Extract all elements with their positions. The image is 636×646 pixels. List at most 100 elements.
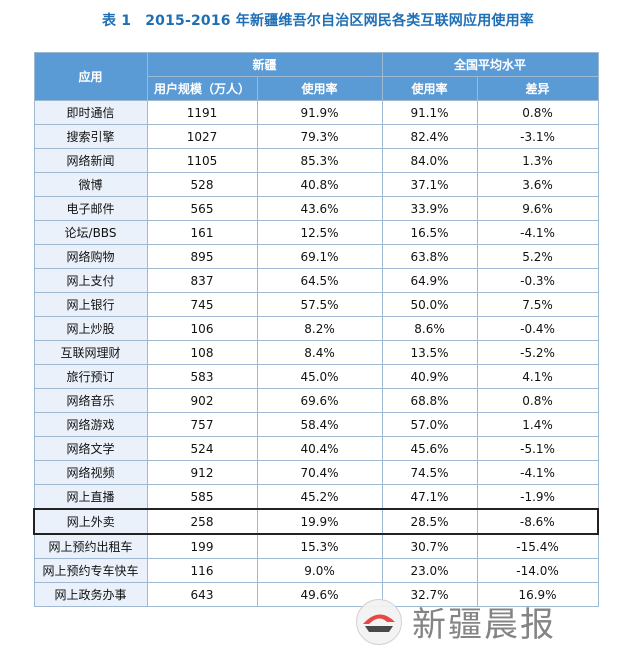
cell-rate: 45.0% — [256, 364, 383, 389]
cell-name: 网上预约出租车 — [33, 533, 148, 559]
cell-national: 30.7% — [381, 533, 478, 559]
cell-users: 106 — [146, 316, 258, 341]
table-row: 网上直播 585 45.2% 47.1% -1.9% — [33, 484, 599, 510]
cell-name: 网络音乐 — [33, 388, 148, 413]
cell-rate: 19.9% — [256, 508, 383, 535]
cell-national: 23.0% — [381, 558, 478, 583]
cell-name: 网上炒股 — [33, 316, 148, 341]
table-body: 即时通信 1191 91.9% 91.1% 0.8% 搜索引擎 1027 79.3% 82.4%… — [33, 100, 600, 607]
cell-users: 524 — [146, 436, 258, 461]
table-row: 网上政务办事 643 49.6% 32.7% 16.9% — [33, 582, 599, 607]
cell-users: 116 — [146, 558, 258, 583]
cell-diff: 0.8% — [476, 100, 599, 125]
cell-national: 68.8% — [381, 388, 478, 413]
cell-diff: -4.1% — [476, 460, 599, 485]
cell-users: 161 — [146, 220, 258, 245]
table-row: 网上外卖 258 19.9% 28.5% -8.6% — [33, 508, 600, 535]
cell-name: 微博 — [33, 172, 148, 197]
cell-users: 895 — [146, 244, 258, 269]
table-row: 即时通信 1191 91.9% 91.1% 0.8% — [33, 100, 599, 125]
cell-name: 搜索引擎 — [33, 124, 148, 149]
cell-rate: 85.3% — [256, 148, 383, 173]
cell-national: 82.4% — [381, 124, 478, 149]
usage-rate-table: 应用 新疆 全国平均水平 用户规模（万人） 使用率 使用率 差异 即时通信 119… — [33, 52, 600, 607]
cell-national: 8.6% — [381, 316, 478, 341]
cell-national: 13.5% — [381, 340, 478, 365]
cell-name: 网上外卖 — [33, 508, 148, 535]
cell-diff: 3.6% — [476, 172, 599, 197]
cell-diff: 7.5% — [476, 292, 599, 317]
table-row: 网上预约专车快车 116 9.0% 23.0% -14.0% — [33, 558, 599, 583]
cell-users: 528 — [146, 172, 258, 197]
header-group-national: 全国平均水平 — [381, 52, 599, 77]
cell-rate: 12.5% — [256, 220, 383, 245]
cell-diff: 9.6% — [476, 196, 599, 221]
cell-name: 网上直播 — [33, 484, 148, 510]
cell-diff: 1.4% — [476, 412, 599, 437]
header-app: 应用 — [33, 52, 148, 101]
cell-users: 585 — [146, 484, 258, 510]
cell-rate: 69.6% — [256, 388, 383, 413]
cell-name: 即时通信 — [33, 100, 148, 125]
cell-national: 91.1% — [381, 100, 478, 125]
cell-users: 643 — [146, 582, 258, 607]
table-row: 网络游戏 757 58.4% 57.0% 1.4% — [33, 412, 599, 437]
header-group-xinjiang: 新疆 — [146, 52, 383, 77]
cell-national: 16.5% — [381, 220, 478, 245]
table-row: 网上支付 837 64.5% 64.9% -0.3% — [33, 268, 599, 293]
table-caption: 表 1 2015-2016 年新疆维吾尔自治区网民各类互联网应用使用率 — [0, 10, 636, 30]
cell-rate: 57.5% — [256, 292, 383, 317]
cell-name: 旅行预订 — [33, 364, 148, 389]
cell-national: 37.1% — [381, 172, 478, 197]
cell-rate: 40.4% — [256, 436, 383, 461]
cell-name: 网上支付 — [33, 268, 148, 293]
cell-diff: 0.8% — [476, 388, 599, 413]
table-row: 旅行预订 583 45.0% 40.9% 4.1% — [33, 364, 599, 389]
table-row: 网络文学 524 40.4% 45.6% -5.1% — [33, 436, 599, 461]
table-row: 网络视频 912 70.4% 74.5% -4.1% — [33, 460, 599, 485]
cell-name: 网上银行 — [33, 292, 148, 317]
cell-rate: 64.5% — [256, 268, 383, 293]
cell-users: 1027 — [146, 124, 258, 149]
cell-national: 57.0% — [381, 412, 478, 437]
table-number: 表 1 — [101, 13, 132, 29]
newspaper-logo — [356, 598, 402, 645]
cell-users: 199 — [146, 533, 258, 559]
table-row: 搜索引擎 1027 79.3% 82.4% -3.1% — [33, 124, 599, 149]
cell-users: 583 — [146, 364, 258, 389]
table-row: 网上炒股 106 8.2% 8.6% -0.4% — [33, 316, 599, 341]
cell-rate: 45.2% — [256, 484, 383, 510]
logo-emblem-icon — [363, 613, 395, 632]
cell-diff: -15.4% — [476, 533, 599, 559]
cell-name: 论坛/BBS — [33, 220, 148, 245]
cell-diff: -14.0% — [476, 558, 599, 583]
cell-diff: -3.1% — [476, 124, 599, 149]
cell-national: 64.9% — [381, 268, 478, 293]
table-row: 网络新闻 1105 85.3% 84.0% 1.3% — [33, 148, 599, 173]
cell-rate: 58.4% — [256, 412, 383, 437]
header-national-rate: 使用率 — [381, 76, 478, 101]
cell-users: 108 — [146, 340, 258, 365]
cell-users: 1191 — [146, 100, 258, 125]
cell-users: 565 — [146, 196, 258, 221]
cell-national: 47.1% — [381, 484, 478, 510]
cell-users: 258 — [146, 508, 258, 535]
table-row: 网络购物 895 69.1% 63.8% 5.2% — [33, 244, 599, 269]
cell-national: 28.5% — [381, 508, 478, 535]
watermark-text: 新疆晨报 — [412, 605, 556, 645]
cell-name: 互联网理财 — [33, 340, 148, 365]
cell-rate: 8.4% — [256, 340, 383, 365]
header-diff: 差异 — [476, 76, 599, 101]
cell-name: 网上政务办事 — [33, 582, 148, 607]
cell-rate: 79.3% — [256, 124, 383, 149]
cell-users: 745 — [146, 292, 258, 317]
cell-users: 902 — [146, 388, 258, 413]
cell-national: 40.9% — [381, 364, 478, 389]
cell-diff: -5.2% — [476, 340, 599, 365]
cell-diff: -0.3% — [476, 268, 599, 293]
newspaper-watermark: 新疆晨报 — [356, 597, 556, 646]
table-row: 电子邮件 565 43.6% 33.9% 9.6% — [33, 196, 599, 221]
table-row: 论坛/BBS 161 12.5% 16.5% -4.1% — [33, 220, 599, 245]
cell-name: 网上预约专车快车 — [33, 558, 148, 583]
cell-national: 45.6% — [381, 436, 478, 461]
